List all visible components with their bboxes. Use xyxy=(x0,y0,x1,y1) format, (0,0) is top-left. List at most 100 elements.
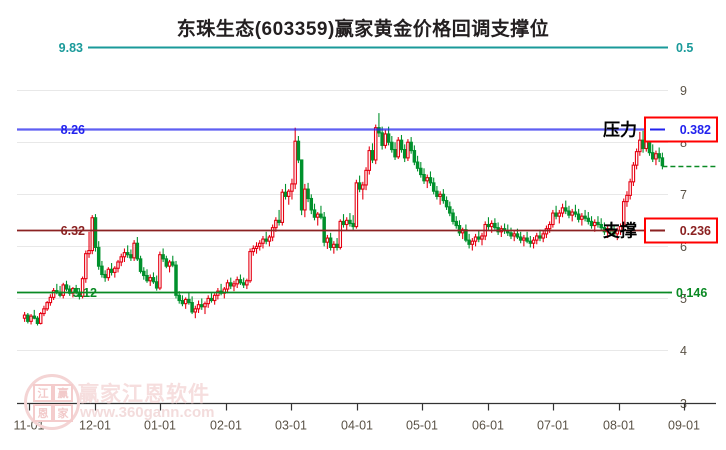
candlestick xyxy=(190,296,194,315)
candle-body-down xyxy=(431,182,436,192)
candlestick xyxy=(80,276,85,299)
candlestick xyxy=(48,294,53,306)
candle-body-down xyxy=(26,314,30,322)
candle-body-up xyxy=(258,242,262,247)
candlestick xyxy=(509,227,513,240)
candlestick xyxy=(209,293,214,303)
seal-char: 赢 xyxy=(53,384,73,402)
candle-body-down xyxy=(448,206,452,214)
candle-body-down xyxy=(589,220,594,227)
candle-body-up xyxy=(535,235,539,241)
candlestick xyxy=(518,231,523,244)
candle-body-up xyxy=(235,279,239,285)
candlestick xyxy=(396,137,401,159)
candle-body-down xyxy=(467,239,471,245)
candle-body-down xyxy=(200,304,204,308)
candlestick xyxy=(628,178,632,200)
candle-body-up xyxy=(654,153,658,160)
candle-body-up xyxy=(87,249,91,255)
candlestick xyxy=(502,223,507,234)
candle-body-up xyxy=(373,127,378,161)
candlestick xyxy=(251,245,256,256)
fib-ratio-label: 0.236 xyxy=(680,224,711,238)
candlestick xyxy=(541,230,545,243)
candlestick xyxy=(406,139,410,162)
candlestick xyxy=(274,217,278,232)
candle-body-down xyxy=(457,225,462,234)
candlestick xyxy=(454,216,458,229)
y-axis-tick-label: 4 xyxy=(680,344,687,358)
candle-body-up xyxy=(274,219,278,229)
x-axis-tick-label: 03-01 xyxy=(275,419,307,433)
candle-body-up xyxy=(132,242,136,259)
candle-body-up xyxy=(286,190,291,197)
candlestick xyxy=(341,214,346,228)
candle-body-down xyxy=(109,268,114,273)
candle-body-down xyxy=(422,173,426,182)
candlestick xyxy=(103,270,107,282)
candle-body-down xyxy=(138,258,143,272)
candle-body-up xyxy=(638,139,642,153)
candle-body-up xyxy=(248,251,252,282)
candle-body-down xyxy=(357,182,362,190)
candle-body-down xyxy=(435,190,439,197)
candlestick xyxy=(286,189,291,205)
candlestick xyxy=(638,131,642,156)
candlestick xyxy=(631,162,636,186)
candlestick xyxy=(113,266,117,278)
candle-body-up xyxy=(61,284,66,296)
candle-body-down xyxy=(412,150,417,163)
candlestick xyxy=(567,205,571,219)
candle-body-up xyxy=(367,150,372,171)
candle-body-down xyxy=(309,197,314,211)
candlestick xyxy=(35,316,40,326)
candle-body-up xyxy=(45,302,49,310)
fib-price-label-left: 9.83 xyxy=(59,41,83,55)
candlestick xyxy=(180,295,185,307)
candlestick xyxy=(435,185,439,200)
candlestick xyxy=(212,293,217,305)
candlestick xyxy=(425,174,429,189)
candle-body-down xyxy=(409,141,413,152)
candle-body-down xyxy=(554,212,558,217)
candlestick xyxy=(96,241,101,270)
candle-body-up xyxy=(293,140,297,185)
candlestick xyxy=(171,255,175,268)
candlestick xyxy=(428,171,433,186)
candlestick xyxy=(303,183,307,218)
candle-body-down xyxy=(402,149,407,159)
candlestick xyxy=(154,275,159,291)
candle-body-down xyxy=(161,254,165,260)
candle-body-up xyxy=(570,211,574,216)
candlestick xyxy=(528,235,533,248)
candle-body-down xyxy=(583,215,587,219)
candle-body-up xyxy=(541,233,545,239)
candlestick xyxy=(438,191,442,205)
candle-body-up xyxy=(167,261,172,267)
candle-body-down xyxy=(509,232,513,237)
candle-body-up xyxy=(560,207,565,214)
candle-body-up xyxy=(580,215,584,220)
candlestick xyxy=(373,124,378,165)
watermark-brand: 赢家江恩软件 xyxy=(78,382,210,406)
candle-body-up xyxy=(315,213,320,218)
candle-body-up xyxy=(634,151,639,166)
candle-body-down xyxy=(125,252,130,256)
candlestick xyxy=(232,280,236,292)
candle-body-down xyxy=(174,264,178,296)
candle-body-down xyxy=(277,219,281,223)
candlestick xyxy=(412,145,417,166)
candle-body-up xyxy=(38,312,43,324)
x-axis-tick-label: 01-01 xyxy=(144,419,176,433)
candle-body-up xyxy=(193,308,198,313)
candle-body-down xyxy=(241,282,246,286)
candle-body-down xyxy=(164,258,169,267)
x-axis-tick-label: 06-01 xyxy=(472,419,504,433)
fib-ratio-label: 0.146 xyxy=(676,286,707,300)
candlestick xyxy=(158,251,162,291)
candlestick xyxy=(621,198,626,229)
candlestick xyxy=(586,212,591,225)
candlestick xyxy=(38,311,43,325)
